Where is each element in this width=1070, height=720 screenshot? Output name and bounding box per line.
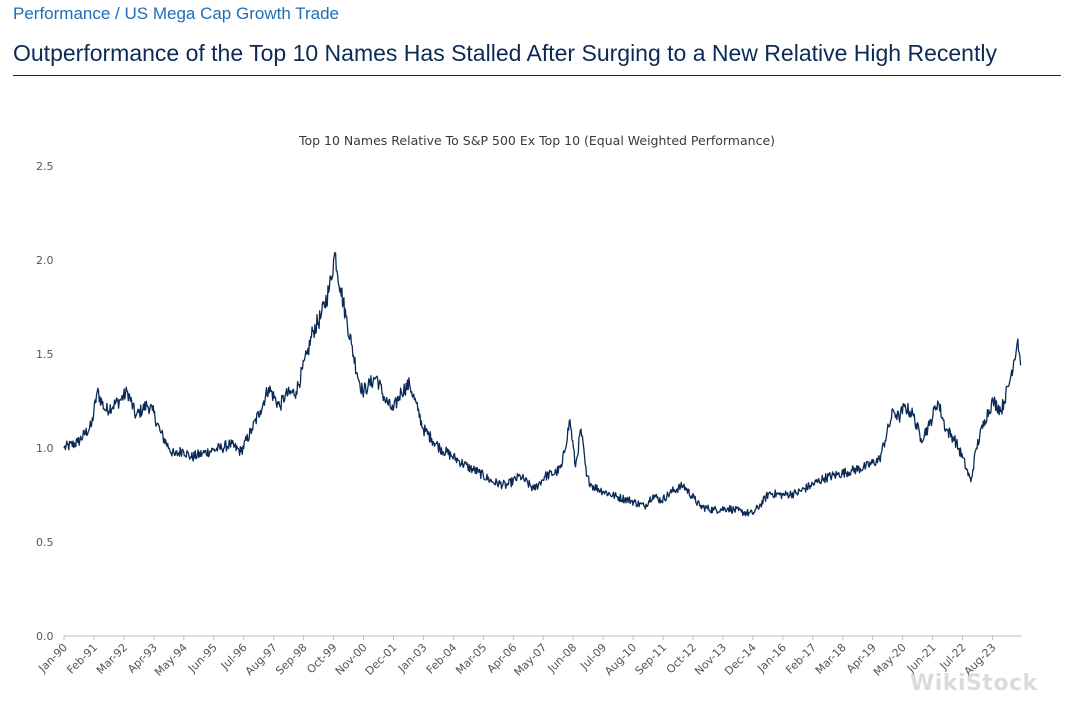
x-tick-label: May-20 <box>871 641 909 679</box>
x-tick-label: Aug-97 <box>243 641 280 678</box>
page-title: Outperformance of the Top 10 Names Has S… <box>13 40 997 66</box>
x-tick-label: Jan-03 <box>395 641 430 676</box>
x-tick-label: Sep-11 <box>633 641 670 678</box>
y-tick-label: 0.5 <box>36 536 54 549</box>
x-tick-label: Jan-16 <box>754 641 789 676</box>
x-tick-label: Dec-14 <box>722 641 759 678</box>
x-tick-label: Dec-01 <box>363 641 400 678</box>
y-tick-label: 1.5 <box>36 348 54 361</box>
x-tick-label: Feb-04 <box>424 641 460 677</box>
y-axis: 0.0 0.5 1.0 1.5 2.0 2.5 <box>36 160 54 643</box>
x-tick-label: Jan-90 <box>36 641 71 676</box>
x-tick-label: Sep-98 <box>273 641 310 678</box>
x-tick-label: Nov-00 <box>333 641 370 678</box>
x-tick-label: May-94 <box>152 641 190 679</box>
breadcrumb: Performance / US Mega Cap Growth Trade <box>13 4 339 23</box>
x-tick-label: Aug-10 <box>602 641 639 678</box>
x-axis: Jan-90Feb-91Mar-92Apr-93May-94Jun-95Jul-… <box>36 635 1022 679</box>
x-tick-label: Feb-17 <box>783 641 819 677</box>
series-layer <box>63 251 1022 517</box>
x-tick-label: Mar-92 <box>94 641 130 677</box>
y-tick-label: 2.0 <box>36 254 54 267</box>
x-tick-label: Mar-18 <box>813 641 849 677</box>
x-tick-label: May-07 <box>512 641 550 679</box>
series-line <box>63 251 1022 517</box>
x-tick-label: Jun-95 <box>185 641 220 676</box>
chart-title: Top 10 Names Relative To S&P 500 Ex Top … <box>298 133 775 148</box>
x-tick-label: Jun-08 <box>545 641 580 676</box>
x-tick-label: Nov-13 <box>692 641 729 678</box>
wikistock-watermark: WikiStock <box>910 671 1038 696</box>
y-tick-label: 0.0 <box>36 630 54 643</box>
y-tick-label: 2.5 <box>36 160 54 173</box>
y-tick-label: 1.0 <box>36 442 54 455</box>
x-tick-label: Feb-91 <box>64 641 100 677</box>
title-divider <box>13 75 1061 76</box>
x-tick-label: Mar-05 <box>453 641 489 677</box>
